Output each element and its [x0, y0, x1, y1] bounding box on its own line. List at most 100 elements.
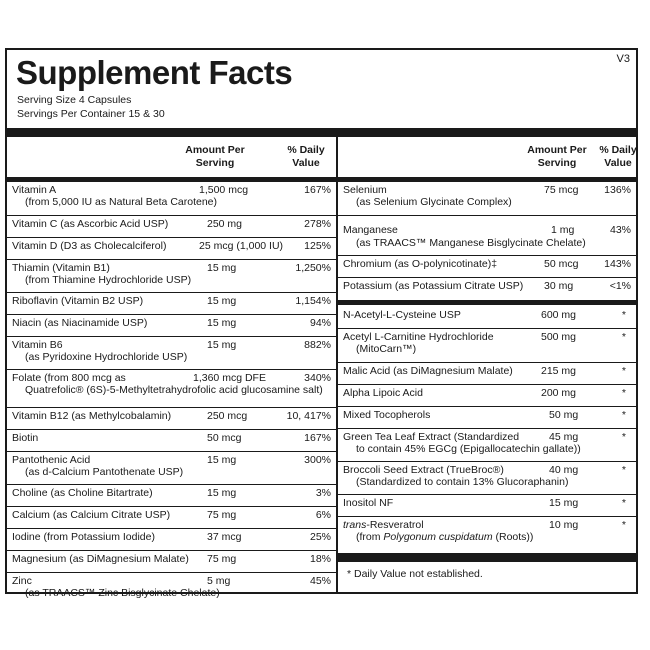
ingredient-name: Inositol NF [343, 497, 394, 509]
daily-value-percent: * [621, 331, 626, 343]
ingredient-name-rest: -Resveratrol [366, 519, 424, 531]
nutrient-name: Selenium [343, 184, 387, 196]
right-ingredient-list: N-Acetyl-L-Cysteine USP 600 mg * Acetyl L-C… [338, 305, 636, 553]
nutrient-source: (as d-Calcium Pantothenate USP) [25, 466, 184, 478]
nutrient-source: Quatrefolic® (6S)-5-Methyltetrahydrofoli… [25, 384, 323, 396]
ingredient-row: Acetyl L-Carnitine Hydrochloride (MitoCar… [338, 329, 636, 363]
daily-value-percent: 340% [304, 372, 331, 384]
amount-per-serving: 15 mg [207, 295, 237, 307]
daily-value-percent: * [621, 365, 626, 377]
daily-value-percent: 882% [304, 339, 331, 351]
ingredient-name-italic: trans [343, 519, 367, 531]
daily-value-percent: 167% [304, 432, 331, 444]
nutrient-name: Biotin [12, 432, 39, 444]
source-italic: Polygonum cuspidatum [383, 531, 493, 543]
ingredient-name: Broccoli Seed Extract (TrueBroc®) [343, 464, 504, 476]
version-label: V3 [616, 53, 630, 65]
ingredient-name: Green Tea Leaf Extract (Standardized [343, 431, 520, 443]
source-suffix: (Roots)) [492, 531, 534, 543]
ingredient-row: trans-Resveratrol (from Polygonum cuspida… [338, 517, 636, 553]
daily-value-header: % Daily Value [287, 144, 325, 169]
nutrient-row: Zinc (as TRAACS™ Zinc Bisglycinate Chelat… [7, 573, 336, 606]
ingredient-source: (Standardized to contain 13% Glucoraphan… [356, 476, 569, 488]
daily-value-percent: 18% [309, 553, 331, 565]
daily-value-percent: 43% [609, 224, 631, 236]
daily-value-percent: 136% [604, 184, 631, 196]
daily-value-percent: 278% [304, 218, 331, 230]
right-header-bar [338, 177, 636, 182]
serving-size: Serving Size 4 Capsules [17, 94, 132, 106]
daily-value-percent: 1,250% [295, 262, 331, 274]
nutrient-name: Vitamin A [12, 184, 57, 196]
daily-value-percent: 94% [309, 317, 331, 329]
nutrient-name: Choline (as Choline Bitartrate) [12, 487, 153, 499]
daily-value-percent: <1% [609, 280, 631, 292]
nutrient-source: (as TRAACS™ Manganese Bisglycinate Chela… [356, 237, 586, 249]
daily-value-percent: 143% [604, 258, 631, 270]
nutrient-source: (from 5,000 IU as Natural Beta Carotene) [25, 196, 218, 208]
nutrient-source: (as TRAACS™ Zinc Bisglycinate Chelate) [25, 587, 220, 599]
nutrient-name: Thiamin (Vitamin B1) [12, 262, 110, 274]
nutrient-row: Riboflavin (Vitamin B2 USP) 15 mg 1,154% [7, 293, 336, 315]
nutrient-row: Vitamin D (D3 as Cholecalciferol) 25 mcg … [7, 238, 336, 260]
amount-per-serving: 50 mcg [207, 432, 242, 444]
amount-per-serving: 50 mg [549, 409, 579, 421]
nutrient-row: Vitamin B6 (as Pyridoxine Hydrochloride U… [7, 337, 336, 370]
daily-value-percent: * [621, 309, 626, 321]
daily-value-header: % Daily Value [599, 144, 637, 169]
left-column: Amount Per Serving % Daily Value Vitamin… [7, 137, 338, 599]
nutrient-name: Vitamin B12 (as Methylcobalamin) [12, 410, 172, 422]
daily-value-percent: * [621, 431, 626, 443]
nutrient-row: Potassium (as Potassium Citrate USP) 30 m… [338, 278, 636, 300]
amount-per-serving: 45 mg [549, 431, 579, 443]
left-header-bar [7, 177, 336, 182]
right-column-header: Amount Per Serving % Daily Value [338, 137, 636, 177]
ingredient-name: Alpha Lipoic Acid [343, 387, 423, 399]
amount-per-serving: 75 mg [207, 553, 237, 565]
amount-per-serving-header: Amount Per Serving [185, 144, 245, 169]
amount-per-serving: 75 mcg [544, 184, 579, 196]
nutrient-source: (as Selenium Glycinate Complex) [356, 196, 512, 208]
amount-per-serving: 25 mcg (1,000 IU) [199, 240, 284, 252]
nutrient-row: Magnesium (as DiMagnesium Malate) 75 mg 18… [7, 551, 336, 573]
daily-value-percent: 1,154% [295, 295, 331, 307]
nutrient-row: Manganese (as TRAACS™ Manganese Bisglycin… [338, 216, 636, 256]
daily-value-percent: 125% [304, 240, 331, 252]
amount-per-serving: 1 mg [551, 224, 575, 236]
nutrient-row: Chromium (as O-polynicotinate)‡ 50 mcg 143… [338, 256, 636, 278]
daily-value-percent: 45% [309, 575, 331, 587]
amount-per-serving: 1,360 mcg DFE [193, 372, 266, 384]
nutrient-name: Calcium (as Calcium Citrate USP) [12, 509, 171, 521]
nutrient-row: Choline (as Choline Bitartrate) 15 mg 3% [7, 485, 336, 507]
amount-per-serving: 250 mcg [207, 410, 248, 422]
left-column-header: Amount Per Serving % Daily Value [7, 137, 336, 177]
nutrient-name: Zinc [12, 575, 32, 587]
amount-per-serving-header: Amount Per Serving [527, 144, 587, 169]
amount-per-serving: 15 mg [207, 339, 237, 351]
ingredient-name: N-Acetyl-L-Cysteine USP [343, 309, 461, 321]
nutrient-name: Vitamin D (D3 as Cholecalciferol) [12, 240, 167, 252]
daily-value-percent: * [621, 409, 626, 421]
ingredient-row: N-Acetyl-L-Cysteine USP 600 mg * [338, 305, 636, 329]
nutrient-name: Folate (from 800 mcg as [12, 372, 126, 384]
ingredient-row: Broccoli Seed Extract (TrueBroc®) (Standa… [338, 462, 636, 495]
amount-per-serving: 75 mg [207, 509, 237, 521]
ingredient-source: (MitoCarn™) [356, 343, 417, 355]
amount-per-serving: 215 mg [541, 365, 577, 377]
daily-value-percent: 167% [304, 184, 331, 196]
amount-per-serving: 40 mg [549, 464, 579, 476]
nutrient-name: Iodine (from Potassium Iodide) [12, 531, 155, 543]
amount-per-serving: 500 mg [541, 331, 577, 343]
right-end-bar [338, 553, 636, 562]
header-divider-thick [7, 128, 636, 137]
amount-per-serving: 15 mg [549, 497, 579, 509]
daily-value-percent: * [621, 387, 626, 399]
nutrient-row: Niacin (as Niacinamide USP) 15 mg 94% [7, 315, 336, 337]
daily-value-percent: * [621, 497, 626, 509]
amount-per-serving: 10 mg [549, 519, 579, 531]
ingredient-row: Inositol NF 15 mg * [338, 495, 636, 517]
nutrient-row: Calcium (as Calcium Citrate USP) 75 mg 6% [7, 507, 336, 529]
servings-per-container: Servings Per Container 15 & 30 [17, 108, 165, 120]
nutrient-row: Biotin 50 mcg 167% [7, 430, 336, 452]
panel-title: Supplement Facts [16, 54, 293, 91]
